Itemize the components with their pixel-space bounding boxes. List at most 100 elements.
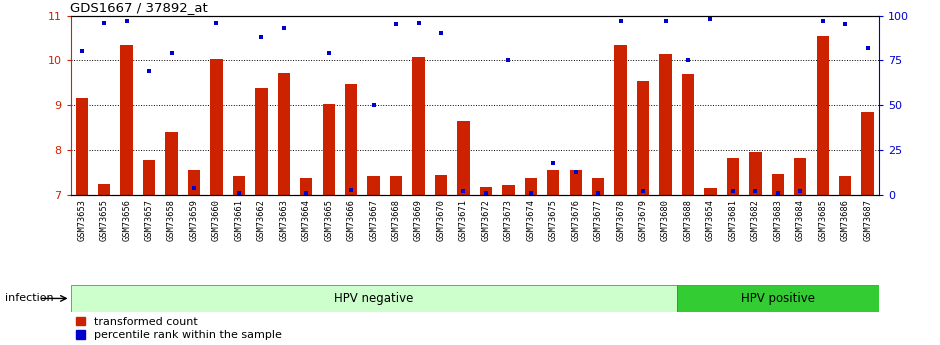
- Bar: [75, 98, 88, 195]
- Bar: [839, 176, 852, 195]
- Bar: [727, 158, 739, 195]
- Bar: [457, 121, 470, 195]
- Text: GSM73686: GSM73686: [840, 199, 850, 242]
- Text: GDS1667 / 37892_at: GDS1667 / 37892_at: [70, 1, 209, 14]
- Bar: [704, 188, 716, 195]
- Text: GSM73654: GSM73654: [706, 199, 715, 242]
- Text: GSM73687: GSM73687: [863, 199, 872, 242]
- Text: GSM73655: GSM73655: [100, 199, 109, 242]
- Text: GSM73666: GSM73666: [347, 199, 355, 242]
- Text: GSM73677: GSM73677: [594, 199, 603, 242]
- Text: GSM73661: GSM73661: [234, 199, 243, 242]
- Point: [254, 34, 269, 40]
- Text: GSM73667: GSM73667: [369, 199, 378, 242]
- Bar: [120, 45, 133, 195]
- Point: [276, 25, 291, 31]
- Bar: [794, 158, 807, 195]
- Text: GSM73679: GSM73679: [638, 199, 648, 242]
- Legend: transformed count, percentile rank within the sample: transformed count, percentile rank withi…: [76, 317, 282, 341]
- Bar: [682, 74, 695, 195]
- Text: GSM73674: GSM73674: [526, 199, 536, 242]
- Point: [860, 45, 875, 51]
- Text: GSM73682: GSM73682: [751, 199, 760, 242]
- Point: [411, 20, 426, 26]
- Bar: [525, 178, 537, 195]
- Bar: [300, 178, 312, 195]
- Bar: [637, 80, 650, 195]
- Text: HPV positive: HPV positive: [741, 292, 815, 305]
- Bar: [345, 84, 357, 195]
- Text: GSM73656: GSM73656: [122, 199, 132, 242]
- Text: GSM73672: GSM73672: [481, 199, 491, 242]
- Point: [388, 22, 403, 27]
- Point: [119, 18, 134, 24]
- Point: [635, 189, 650, 194]
- Point: [748, 189, 763, 194]
- Bar: [277, 73, 290, 195]
- Point: [186, 185, 201, 190]
- Text: GSM73659: GSM73659: [190, 199, 198, 242]
- Bar: [211, 59, 223, 195]
- Bar: [570, 170, 582, 195]
- Point: [142, 68, 157, 74]
- Point: [478, 190, 494, 196]
- Bar: [70, 285, 677, 312]
- Point: [815, 18, 830, 24]
- Bar: [165, 132, 178, 195]
- Text: GSM73681: GSM73681: [728, 199, 738, 242]
- Text: GSM73683: GSM73683: [774, 199, 782, 242]
- Point: [546, 160, 561, 165]
- Point: [321, 50, 337, 56]
- Point: [658, 18, 673, 24]
- Text: GSM73671: GSM73671: [459, 199, 468, 242]
- Point: [299, 190, 314, 196]
- Bar: [188, 170, 200, 195]
- Bar: [368, 176, 380, 195]
- Point: [524, 190, 539, 196]
- Text: GSM73660: GSM73660: [212, 199, 221, 242]
- Point: [231, 190, 246, 196]
- Text: GSM73676: GSM73676: [572, 199, 580, 242]
- Text: GSM73653: GSM73653: [77, 199, 86, 242]
- Text: GSM73668: GSM73668: [392, 199, 400, 242]
- Text: GSM73673: GSM73673: [504, 199, 513, 242]
- Bar: [322, 104, 335, 195]
- Text: GSM73665: GSM73665: [324, 199, 334, 242]
- Point: [771, 190, 786, 196]
- Text: GSM73658: GSM73658: [167, 199, 176, 242]
- Point: [838, 22, 853, 27]
- Bar: [861, 112, 874, 195]
- Text: GSM73675: GSM73675: [549, 199, 557, 242]
- Bar: [479, 187, 493, 195]
- Text: GSM73657: GSM73657: [145, 199, 153, 242]
- Point: [344, 187, 359, 192]
- Point: [681, 58, 696, 63]
- Text: GSM73669: GSM73669: [414, 199, 423, 242]
- Bar: [390, 176, 402, 195]
- Text: GSM73680: GSM73680: [661, 199, 670, 242]
- Bar: [615, 45, 627, 195]
- Bar: [233, 176, 245, 195]
- Point: [590, 190, 605, 196]
- Bar: [143, 160, 155, 195]
- Bar: [413, 57, 425, 195]
- Point: [726, 189, 741, 194]
- Point: [568, 169, 583, 174]
- Point: [456, 189, 471, 194]
- Text: GSM73678: GSM73678: [616, 199, 625, 242]
- Text: infection: infection: [5, 294, 54, 303]
- Point: [97, 20, 112, 26]
- Point: [792, 189, 807, 194]
- Bar: [98, 184, 110, 195]
- Text: GSM73688: GSM73688: [683, 199, 693, 242]
- Text: GSM73684: GSM73684: [796, 199, 805, 242]
- Bar: [659, 53, 672, 195]
- Bar: [592, 178, 604, 195]
- Bar: [677, 285, 879, 312]
- Text: GSM73664: GSM73664: [302, 199, 311, 242]
- Bar: [749, 152, 761, 195]
- Text: HPV negative: HPV negative: [334, 292, 414, 305]
- Bar: [435, 175, 447, 195]
- Point: [366, 102, 382, 108]
- Text: GSM73663: GSM73663: [279, 199, 289, 242]
